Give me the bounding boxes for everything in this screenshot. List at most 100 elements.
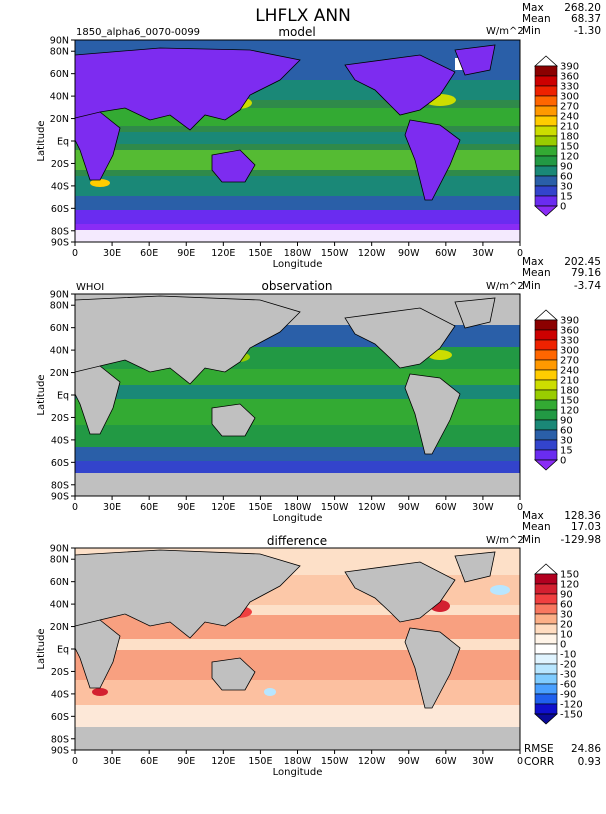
x-tick-label-difference: 150E bbox=[248, 756, 272, 767]
colorbar-label-difference: -30 bbox=[560, 670, 576, 681]
y-tick-label-observation: 80S bbox=[51, 480, 69, 491]
y-tick-label-difference: 90S bbox=[51, 746, 69, 757]
x-tick-label-observation: 150W bbox=[321, 502, 349, 513]
colorbar-bottom-arrow-observation bbox=[533, 459, 559, 471]
continents-model bbox=[75, 44, 496, 201]
colorbar-swatch-observation bbox=[534, 449, 558, 461]
colorbar-label-observation: 330 bbox=[560, 336, 579, 347]
y-tick-label-difference: 80N bbox=[50, 555, 69, 566]
colorbar-swatch-difference bbox=[534, 603, 558, 615]
colorbar-label-difference: 60 bbox=[560, 600, 573, 611]
colorbar-label-observation: 60 bbox=[560, 426, 573, 437]
colorbar-label-observation: 0 bbox=[560, 456, 566, 467]
y-tick-label-model: 80N bbox=[50, 47, 69, 58]
y-tick-label-model: 80S bbox=[51, 226, 69, 237]
units-label-difference: W/m^2 bbox=[486, 535, 524, 546]
y-tick-label-difference: 60S bbox=[51, 712, 69, 723]
stat-max-value-model: 268.20 bbox=[564, 2, 601, 14]
colorbar-label-difference: -150 bbox=[560, 710, 583, 721]
stat-max-label-observation: Max bbox=[522, 256, 544, 268]
x-tick-label-difference: 0 bbox=[72, 756, 78, 767]
x-tick-label-difference: 90W bbox=[398, 756, 420, 767]
x-tick-label-difference: 90E bbox=[177, 756, 195, 767]
colorbar-label-model: 270 bbox=[560, 102, 579, 113]
stat-min-value-observation: -3.74 bbox=[574, 280, 601, 292]
x-tick-label-observation: 180W bbox=[284, 502, 312, 513]
colorbar-swatch-observation bbox=[534, 359, 558, 371]
colorbar-label-model: 180 bbox=[560, 132, 579, 143]
band-south-cold-observation bbox=[75, 447, 520, 461]
y-tick-label-model: 90S bbox=[51, 238, 69, 249]
y-tick-label-model: 60N bbox=[50, 69, 69, 80]
axes-model: 0 30E 60E 90E 120E 150E 180W 150W 120W 90W 60W 30W 0… bbox=[36, 36, 523, 271]
rmse-label: RMSE bbox=[524, 743, 554, 755]
colorbar-label-observation: 360 bbox=[560, 326, 579, 337]
colorbar-label-observation: 30 bbox=[560, 436, 573, 447]
colorbar-swatch-difference bbox=[534, 633, 558, 645]
land-samerica-model bbox=[404, 119, 461, 201]
stat-mean-label-difference: Mean bbox=[522, 521, 551, 533]
colorbar-label-observation: 390 bbox=[560, 316, 579, 327]
x-tick-label-model: 90W bbox=[398, 248, 420, 259]
y-tick-label-observation: Eq bbox=[57, 391, 69, 402]
x-tick-label-difference: 30W bbox=[472, 756, 494, 767]
x-tick-label-observation: 60E bbox=[140, 502, 158, 513]
colorbar-label-model: 60 bbox=[560, 172, 573, 183]
panel-difference: difference Max 128.36 Mean 17.03 W/m^2 M… bbox=[36, 510, 601, 778]
colorbar-swatch-difference bbox=[534, 623, 558, 635]
colorbar-label-observation: 240 bbox=[560, 366, 579, 377]
colorbar-swatch-model bbox=[534, 85, 558, 97]
colorbar-swatch-difference bbox=[534, 613, 558, 625]
stat-max-value-difference: 128.36 bbox=[564, 510, 601, 522]
colorbar-swatch-difference bbox=[534, 673, 558, 685]
stat-max-label-difference: Max bbox=[522, 510, 544, 522]
x-tick-label-difference: 120E bbox=[211, 756, 235, 767]
y-tick-label-observation: 60N bbox=[50, 323, 69, 334]
y-tick-label-difference: Eq bbox=[57, 645, 69, 656]
colorbar-top-arrow-difference bbox=[533, 563, 559, 575]
antarctic-white-model bbox=[75, 230, 520, 242]
land-namerica-difference bbox=[344, 561, 456, 623]
colorbar-label-difference: 150 bbox=[560, 570, 579, 581]
colorbar-swatch-observation bbox=[534, 369, 558, 381]
stat-mean-label-observation: Mean bbox=[522, 267, 551, 279]
x-tick-label-difference: 150W bbox=[321, 756, 349, 767]
colorbar-label-model: 300 bbox=[560, 92, 579, 103]
case-label: 1850_alpha6_0070-0099 bbox=[76, 27, 200, 38]
x-tick-label-difference: 60E bbox=[140, 756, 158, 767]
agulhas-diff bbox=[92, 688, 108, 696]
colorbar-swatch-observation bbox=[534, 339, 558, 351]
y-axis-label-difference: Latitude bbox=[36, 628, 47, 669]
x-tick-label-model: 150W bbox=[321, 248, 349, 259]
colorbar-swatch-difference bbox=[534, 703, 558, 715]
colorbar-label-model: 120 bbox=[560, 152, 579, 163]
x-tick-label-observation: 120E bbox=[211, 502, 235, 513]
y-tick-label-difference: 80S bbox=[51, 734, 69, 745]
x-tick-label-difference: 180W bbox=[284, 756, 312, 767]
colorbar-label-model: 30 bbox=[560, 182, 573, 193]
cold-bias-diff-2 bbox=[264, 688, 276, 696]
colorbar-swatch-observation bbox=[534, 429, 558, 441]
colorbar-label-observation: 150 bbox=[560, 396, 579, 407]
stat-mean-label-model: Mean bbox=[522, 13, 551, 25]
stat-min-value-difference: -129.98 bbox=[560, 534, 601, 546]
colorbar-swatch-difference bbox=[534, 693, 558, 705]
colorbar-swatch-model bbox=[534, 135, 558, 147]
land-africa-observation bbox=[75, 365, 121, 435]
colorbar-label-model: 90 bbox=[560, 162, 573, 173]
y-tick-label-difference: 60N bbox=[50, 577, 69, 588]
y-tick-label-model: 20S bbox=[51, 159, 69, 170]
band-subtropic-s-model bbox=[75, 150, 520, 170]
y-tick-label-observation: 90S bbox=[51, 492, 69, 503]
panel-model: model Max 268.20 Mean 68.37 W/m^2 Min -1… bbox=[36, 2, 601, 270]
colorbar-label-observation: 300 bbox=[560, 346, 579, 357]
colorbar-label-model: 360 bbox=[560, 72, 579, 83]
colorbar-top-arrow-model bbox=[533, 55, 559, 67]
colorbar-label-observation: 180 bbox=[560, 386, 579, 397]
panel-title-model: model bbox=[278, 25, 315, 39]
colorbar-swatch-model bbox=[534, 95, 558, 107]
colorbar-swatch-model bbox=[534, 75, 558, 87]
band-south-mid-observation bbox=[75, 425, 520, 447]
band-south-cold-difference bbox=[75, 705, 520, 727]
